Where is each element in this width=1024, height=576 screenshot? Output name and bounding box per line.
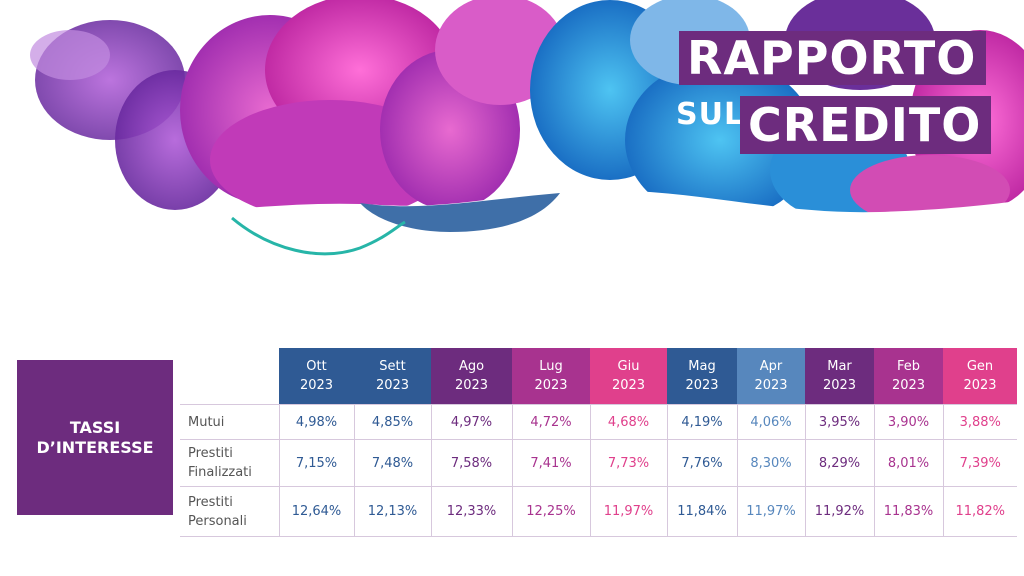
month-header: Giu 2023 — [590, 348, 667, 405]
title-rapporto: RAPPORTO — [679, 31, 987, 85]
row-label: Mutui — [180, 404, 279, 440]
rate-cell: 11,92% — [804, 486, 874, 537]
table-row-prestiti-personali: Prestiti Personali 12,64% 12,13% 12,33% 1… — [180, 486, 1017, 537]
interest-rates-label: TASSI D’INTERESSE — [17, 360, 173, 515]
rate-cell: 8,01% — [873, 439, 943, 487]
rate-cell: 4,98% — [278, 404, 354, 440]
table-row-prestiti-finalizzati: Prestiti Finalizzati 7,15% 7,48% 7,58% 7,… — [180, 439, 1017, 487]
month-header: Ott 2023 — [279, 348, 354, 405]
rate-cell: 4,85% — [353, 404, 431, 440]
month-header: Feb 2023 — [874, 348, 943, 405]
rate-cell: 4,97% — [430, 404, 512, 440]
rate-cell: 7,15% — [278, 439, 354, 487]
month-header: Gen 2023 — [943, 348, 1017, 405]
rate-cell: 7,58% — [430, 439, 512, 487]
rate-cell: 3,95% — [804, 404, 874, 440]
rate-cell: 7,39% — [942, 439, 1017, 487]
title-credito: CREDITO — [740, 96, 992, 154]
rate-cell: 7,48% — [353, 439, 431, 487]
rate-cell: 4,06% — [736, 404, 805, 440]
rate-cell: 12,13% — [353, 486, 431, 537]
rate-cell: 4,72% — [511, 404, 590, 440]
month-header: Sett 2023 — [354, 348, 431, 405]
ink-cloud-illustration — [0, 0, 1024, 270]
month-header: Apr 2023 — [737, 348, 805, 405]
month-header: Mar 2023 — [805, 348, 874, 405]
rate-cell: 11,97% — [736, 486, 805, 537]
rate-cell: 8,30% — [736, 439, 805, 487]
row-label: Prestiti Personali — [180, 486, 279, 537]
side-label-line2: D’INTERESSE — [36, 437, 154, 457]
rate-cell: 8,29% — [804, 439, 874, 487]
rate-cell: 7,76% — [666, 439, 737, 487]
rate-cell: 11,83% — [873, 486, 943, 537]
month-header: Mag 2023 — [667, 348, 737, 405]
interest-rates-table: Ott 2023 Sett 2023 Ago 2023 Lug 2023 Giu 2023… — [180, 348, 1017, 537]
table-row-mutui: Mutui 4,98% 4,85% 4,97% 4,72% 4,68% 4,19… — [180, 404, 1017, 440]
title-sul: SUL — [676, 97, 745, 132]
rate-cell: 4,68% — [589, 404, 667, 440]
header-banner — [0, 0, 1024, 270]
rate-cell: 12,64% — [278, 486, 354, 537]
rate-cell: 11,82% — [942, 486, 1017, 537]
rate-cell: 12,33% — [430, 486, 512, 537]
month-header: Lug 2023 — [512, 348, 590, 405]
rate-cell: 11,84% — [666, 486, 737, 537]
rate-cell: 11,97% — [589, 486, 667, 537]
side-label-line1: TASSI — [69, 417, 121, 437]
month-header-row: Ott 2023 Sett 2023 Ago 2023 Lug 2023 Giu 2023… — [180, 348, 1017, 405]
month-header: Ago 2023 — [431, 348, 512, 405]
rate-cell: 3,88% — [942, 404, 1017, 440]
rate-cell: 7,41% — [511, 439, 590, 487]
rate-cell: 12,25% — [511, 486, 590, 537]
header-spacer — [180, 348, 279, 405]
rate-cell: 7,73% — [589, 439, 667, 487]
rate-cell: 4,19% — [666, 404, 737, 440]
rate-cell: 3,90% — [873, 404, 943, 440]
row-label: Prestiti Finalizzati — [180, 439, 279, 487]
